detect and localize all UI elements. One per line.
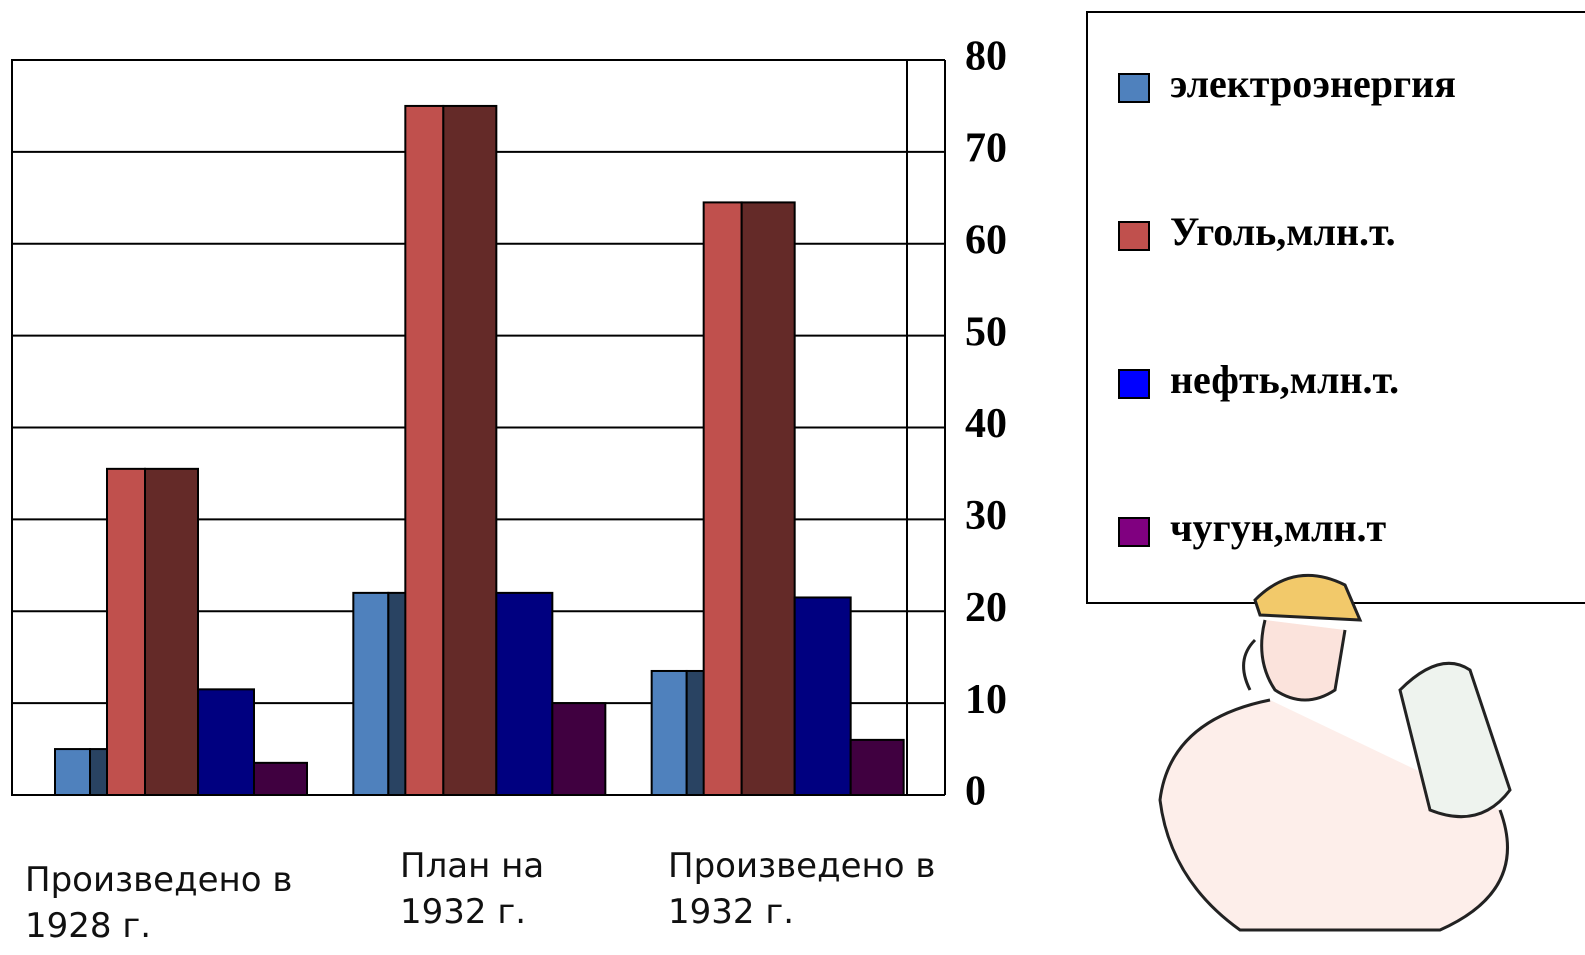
y-tick-label: 20 bbox=[965, 585, 1007, 631]
bar bbox=[253, 761, 308, 796]
bar-front bbox=[54, 748, 91, 796]
bar bbox=[849, 738, 905, 796]
bar-front bbox=[106, 467, 146, 796]
legend-swatch bbox=[1118, 517, 1150, 547]
y-tick-label: 60 bbox=[965, 217, 1007, 263]
legend-swatch bbox=[1118, 221, 1150, 251]
y-tick-label: 40 bbox=[965, 401, 1007, 447]
legend-swatch bbox=[1118, 369, 1150, 399]
x-tick-label: План на 1932 г. bbox=[400, 846, 545, 932]
bar bbox=[495, 591, 554, 796]
bar bbox=[793, 596, 852, 796]
bar bbox=[197, 688, 255, 796]
y-tick-label: 30 bbox=[965, 493, 1007, 539]
bar-front bbox=[650, 669, 688, 796]
x-tick-label: Произведено в 1928 г. bbox=[25, 860, 293, 946]
legend-label: нефть,млн.т. bbox=[1170, 357, 1399, 402]
legend-swatch bbox=[1118, 73, 1150, 103]
bar-front bbox=[702, 201, 743, 796]
y-tick-label: 50 bbox=[965, 309, 1007, 355]
legend-label: чугун,млн.т bbox=[1170, 505, 1387, 550]
bar bbox=[740, 201, 796, 796]
y-tick-label: 0 bbox=[965, 769, 986, 815]
bar bbox=[551, 702, 607, 796]
illustration bbox=[1158, 573, 1512, 932]
bar bbox=[144, 467, 199, 796]
legend-label: Уголь,млн.т. bbox=[1170, 209, 1396, 254]
legend-label: электроэнергия bbox=[1170, 61, 1456, 106]
y-tick-label: 70 bbox=[965, 126, 1007, 172]
x-tick-label: Произведено в 1932 г. bbox=[668, 846, 936, 932]
bar-front bbox=[404, 104, 445, 796]
y-tick-label: 10 bbox=[965, 677, 1007, 723]
bar-front bbox=[352, 591, 390, 796]
y-tick-label: 80 bbox=[965, 34, 1007, 80]
bar bbox=[442, 104, 498, 796]
